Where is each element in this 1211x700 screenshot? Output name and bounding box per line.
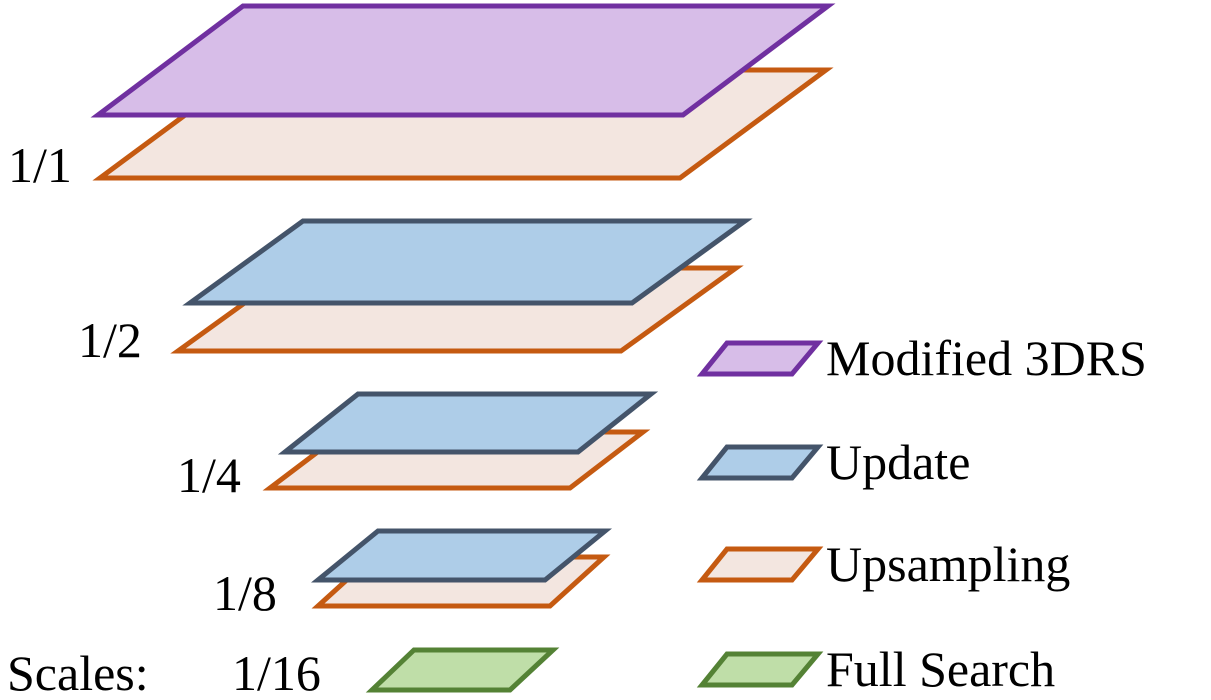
scale-label-1-4: 1/4 <box>177 447 241 503</box>
legend-label-modified-3drs: Modified 3DRS <box>826 330 1147 386</box>
layer-1-1-modified-3drs <box>90 3 836 118</box>
layer-1-2-update <box>182 218 753 306</box>
layer-1-16-full-search <box>365 647 560 693</box>
scale-label-1-8: 1/8 <box>213 565 277 621</box>
legend-swatch-upsampling <box>696 546 824 583</box>
legend: Modified 3DRS Update Upsampling Full Sea… <box>696 330 1147 697</box>
scales-prefix-label: Scales: <box>7 645 149 700</box>
legend-swatch-update <box>696 444 824 481</box>
scale-label-1-1: 1/1 <box>8 137 72 193</box>
scale-label-1-16: 1/16 <box>232 645 321 700</box>
scale-label-1-2: 1/2 <box>78 312 142 368</box>
legend-swatch-modified-3drs <box>696 340 824 377</box>
legend-swatch-full-search <box>696 651 824 688</box>
legend-label-upsampling: Upsampling <box>826 536 1070 592</box>
legend-label-update: Update <box>826 434 970 490</box>
layer-1-8-update <box>310 528 613 583</box>
layer-1-4-update <box>277 391 659 455</box>
legend-label-full-search: Full Search <box>826 641 1055 697</box>
